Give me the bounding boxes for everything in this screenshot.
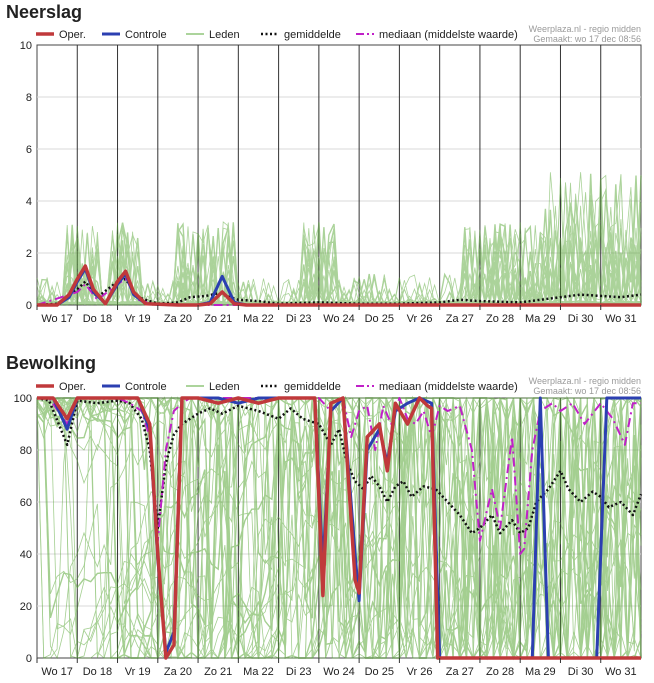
x-tick-label: Do 18 <box>83 666 112 678</box>
y-tick-label: 0 <box>26 300 32 312</box>
series-leden-member <box>36 396 642 659</box>
x-tick-label: Do 18 <box>83 313 112 325</box>
y-tick-label: 80 <box>20 445 32 457</box>
y-tick-label: 10 <box>20 40 32 52</box>
legend-label-med: mediaan (middelste waarde) <box>379 29 518 41</box>
y-tick-label: 8 <box>26 92 32 104</box>
x-tick-label: Di 30 <box>568 666 594 678</box>
series-gem-line <box>36 396 643 535</box>
x-tick-label: Zo 21 <box>204 666 232 678</box>
plot-area <box>36 44 642 306</box>
x-tick-label: Do 25 <box>365 666 394 678</box>
x-tick-label: Wo 31 <box>605 313 637 325</box>
x-tick-label: Vr 19 <box>125 313 151 325</box>
bewolking-chart: 0 20 40 60 80 100 Wo 17 Do 18 Vr 19 Za 20 Zo 21 Ma … <box>14 376 643 678</box>
y-tick-label: 0 <box>26 653 32 665</box>
legend-label-leden: Leden <box>209 29 240 41</box>
x-tick-label: Vr 26 <box>407 313 433 325</box>
y-tick-label: 40 <box>20 549 32 561</box>
legend-label-controle: Controle <box>125 381 167 393</box>
chart-title-neerslag: Neerslag <box>6 2 83 22</box>
y-tick-label: 6 <box>26 144 32 156</box>
x-tick-label: Do 25 <box>365 313 394 325</box>
series-leden-member <box>36 396 641 659</box>
y-tick-label: 4 <box>26 196 32 208</box>
x-tick-label: Za 27 <box>446 666 474 678</box>
legend-label-oper: Oper. <box>59 381 86 393</box>
y-tick-label: 100 <box>14 393 32 405</box>
legend-label-oper: Oper. <box>59 29 86 41</box>
neerslag-chart: 0 2 4 6 8 10 Wo 17 Do 18 Vr 19 Za 20 Zo 21 Ma 22 Di … <box>20 24 642 325</box>
x-tick-label: Wo 17 <box>41 666 73 678</box>
legend-label-med: mediaan (middelste waarde) <box>379 381 518 393</box>
x-tick-label: Di 23 <box>286 313 312 325</box>
legend: Oper. Controle Leden gemiddelde mediaan (mid… <box>36 381 518 393</box>
legend-label-controle: Controle <box>125 29 167 41</box>
x-tick-label: Vr 26 <box>407 666 433 678</box>
legend-label-gem: gemiddelde <box>284 381 341 393</box>
series-leden-member <box>36 396 642 659</box>
x-tick-label: Za 20 <box>164 666 192 678</box>
ensemble-members <box>36 172 642 308</box>
y-tick-label: 2 <box>26 248 32 260</box>
x-tick-label: Ma 29 <box>525 313 556 325</box>
series-oper-line <box>37 264 641 307</box>
x-tick-label: Di 23 <box>286 666 312 678</box>
x-tick-label: Zo 21 <box>204 313 232 325</box>
x-tick-label: Ma 22 <box>243 313 274 325</box>
source-label: Weerplaza.nl - regio midden <box>529 376 641 386</box>
y-tick-label: 20 <box>20 601 32 613</box>
x-tick-label: Wo 17 <box>41 313 73 325</box>
x-tick-label: Ma 22 <box>243 666 274 678</box>
series-gem-line <box>36 277 642 307</box>
x-tick-label: Vr 19 <box>125 666 151 678</box>
x-tick-label: Zo 28 <box>486 313 514 325</box>
x-tick-label: Wo 24 <box>323 666 355 678</box>
legend: Oper. Controle Leden gemiddelde mediaan (mid… <box>36 29 518 41</box>
chart-title-bewolking: Bewolking <box>6 353 97 373</box>
x-tick-label: Ma 29 <box>525 666 556 678</box>
x-tick-label: Za 27 <box>446 313 474 325</box>
series-leden-member <box>36 397 642 660</box>
x-tick-label: Wo 31 <box>605 666 637 678</box>
x-tick-label: Zo 28 <box>486 666 514 678</box>
source-label: Weerplaza.nl - regio midden <box>529 24 641 34</box>
legend-label-leden: Leden <box>209 381 240 393</box>
made-timestamp: Gemaakt: wo 17 dec 08:56 <box>533 34 641 44</box>
x-tick-label: Za 20 <box>164 313 192 325</box>
x-tick-label: Wo 24 <box>323 313 355 325</box>
x-tick-label: Di 30 <box>568 313 594 325</box>
y-tick-label: 60 <box>20 497 32 509</box>
series-oper-line <box>37 396 641 660</box>
legend-label-gem: gemiddelde <box>284 29 341 41</box>
made-timestamp: Gemaakt: wo 17 dec 08:56 <box>533 386 641 396</box>
